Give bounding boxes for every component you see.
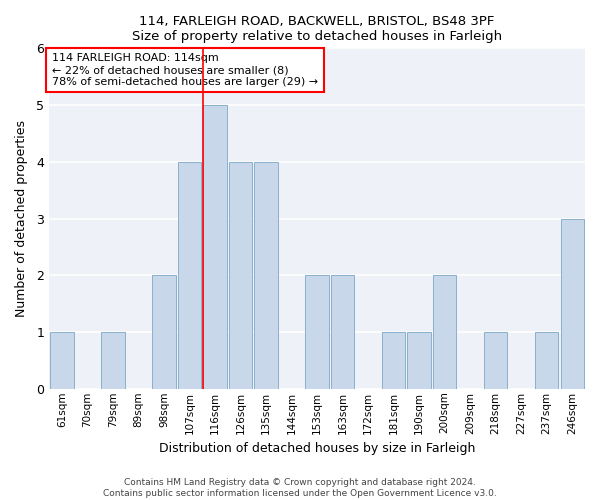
Bar	[178, 162, 201, 389]
Bar	[305, 276, 329, 389]
Bar	[331, 276, 355, 389]
Bar	[407, 332, 431, 389]
Text: 114 FARLEIGH ROAD: 114sqm
← 22% of detached houses are smaller (8)
78% of semi-d: 114 FARLEIGH ROAD: 114sqm ← 22% of detac…	[52, 54, 318, 86]
Bar	[50, 332, 74, 389]
Title: 114, FARLEIGH ROAD, BACKWELL, BRISTOL, BS48 3PF
Size of property relative to det: 114, FARLEIGH ROAD, BACKWELL, BRISTOL, B…	[132, 15, 502, 43]
Bar	[152, 276, 176, 389]
Bar	[101, 332, 125, 389]
Text: Contains HM Land Registry data © Crown copyright and database right 2024.
Contai: Contains HM Land Registry data © Crown c…	[103, 478, 497, 498]
Bar	[382, 332, 406, 389]
Bar	[560, 218, 584, 389]
Bar	[535, 332, 559, 389]
Bar	[254, 162, 278, 389]
Bar	[229, 162, 252, 389]
Bar	[203, 105, 227, 389]
Y-axis label: Number of detached properties: Number of detached properties	[15, 120, 28, 317]
Bar	[433, 276, 457, 389]
X-axis label: Distribution of detached houses by size in Farleigh: Distribution of detached houses by size …	[159, 442, 475, 455]
Bar	[484, 332, 508, 389]
